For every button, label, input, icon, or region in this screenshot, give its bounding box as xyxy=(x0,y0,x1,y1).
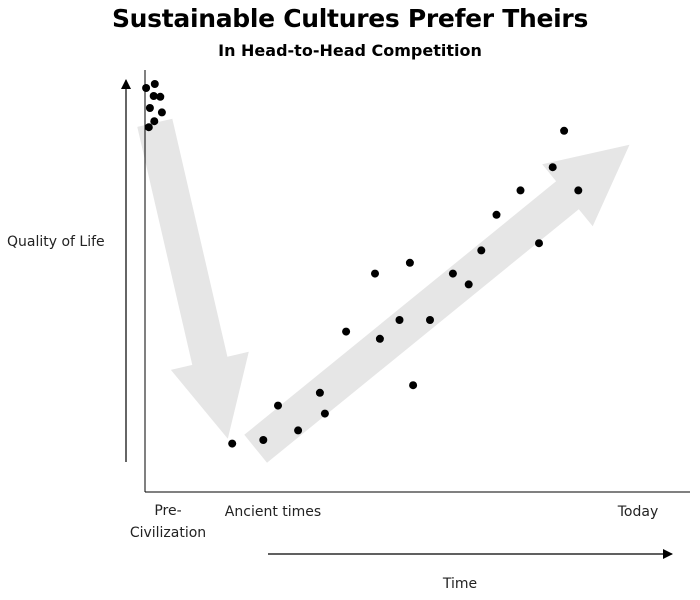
data-point xyxy=(142,84,151,92)
rise-arrow xyxy=(244,144,630,463)
chart-subtitle: In Head-to-Head Competition xyxy=(218,41,482,60)
data-point xyxy=(157,108,166,117)
data-point xyxy=(274,401,282,410)
data-point xyxy=(375,334,384,343)
data-point xyxy=(371,269,379,278)
trend-arrows xyxy=(137,118,630,463)
data-point xyxy=(560,126,569,135)
chart-title: Sustainable Cultures Prefer Theirs xyxy=(111,4,589,33)
y-axis-label: Quality of Life xyxy=(7,234,105,250)
data-point xyxy=(320,409,329,418)
data-point xyxy=(156,92,165,101)
data-point xyxy=(548,163,557,172)
data-point xyxy=(405,258,414,267)
data-point xyxy=(144,123,153,132)
data-point xyxy=(516,186,525,195)
decline-arrow xyxy=(137,118,249,439)
data-point xyxy=(409,381,418,390)
data-point xyxy=(150,117,159,126)
tick-label-today: Today xyxy=(617,504,659,520)
data-point xyxy=(228,439,237,448)
data-point xyxy=(464,280,473,289)
data-point xyxy=(477,246,486,255)
data-point xyxy=(315,388,324,397)
data-point xyxy=(395,316,404,324)
data-point xyxy=(259,436,268,444)
x-axis-label: Time xyxy=(442,576,477,592)
data-point xyxy=(342,327,351,336)
data-points xyxy=(142,80,583,448)
tick-label-ancient-times: Ancient times xyxy=(225,504,321,520)
data-point xyxy=(145,104,154,112)
data-point xyxy=(150,80,159,88)
tick-label-civilization: Civilization xyxy=(130,525,206,541)
tick-label-pre: Pre- xyxy=(154,503,181,519)
data-point xyxy=(294,426,303,435)
data-point xyxy=(149,92,158,100)
data-point xyxy=(492,210,501,219)
data-point xyxy=(426,316,434,324)
data-point xyxy=(535,239,543,248)
data-point xyxy=(448,269,457,278)
data-point xyxy=(574,186,583,195)
